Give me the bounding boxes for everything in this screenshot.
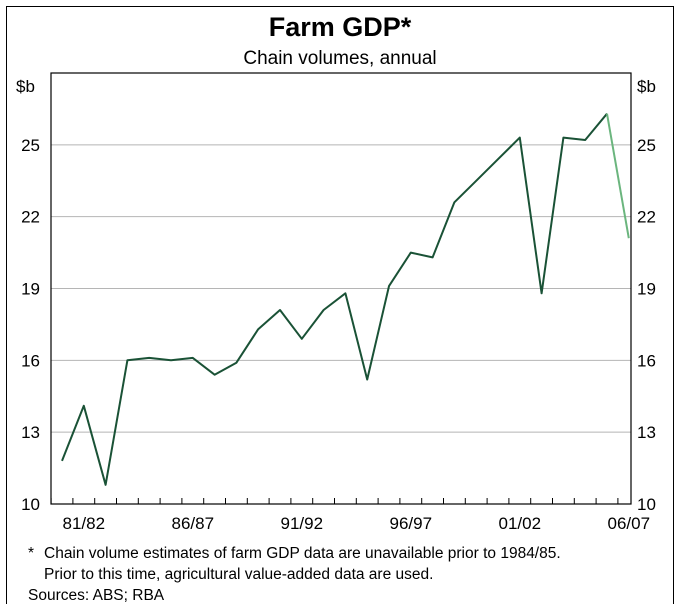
x-tick-label-91-92: 91/92	[281, 514, 324, 533]
chart-title: Farm GDP*	[268, 12, 412, 42]
y-tick-right-16: 16	[637, 351, 656, 370]
chart-subtitle: Chain volumes, annual	[243, 48, 437, 69]
series-line-2	[606, 113, 630, 239]
x-tick-label-81-82: 81/82	[63, 514, 106, 533]
series-line-1	[61, 113, 608, 486]
footnote-line-2: Prior to this time, agricultural value-a…	[44, 566, 434, 583]
footnote-marker: *	[28, 545, 35, 562]
y-tick-left-16: 16	[21, 351, 40, 370]
y-unit-right: $b	[637, 77, 656, 96]
y-tick-left-22: 22	[21, 208, 40, 227]
y-unit-left: $b	[16, 77, 35, 96]
x-tick-label-96-97: 96/97	[390, 514, 433, 533]
footnote: * Chain volume estimates of farm GDP dat…	[22, 543, 561, 585]
y-tick-right-13: 13	[637, 423, 656, 442]
footnote-line-1: Chain volume estimates of farm GDP data …	[44, 545, 561, 562]
x-tick-label-06-07: 06/07	[608, 514, 651, 533]
y-tick-left-10: 10	[21, 495, 40, 514]
y-tick-left-25: 25	[21, 136, 40, 155]
plot-area	[50, 72, 632, 505]
sources-note: Sources: ABS; RBA	[28, 587, 165, 604]
y-tick-left-19: 19	[21, 280, 40, 299]
y-tick-right-25: 25	[637, 136, 656, 155]
y-tick-left-13: 13	[21, 423, 40, 442]
chart-frame	[6, 6, 674, 604]
x-tick-label-86-87: 86/87	[172, 514, 215, 533]
y-tick-right-19: 19	[637, 280, 656, 299]
y-tick-right-10: 10	[637, 495, 656, 514]
x-tick-label-01-02: 01/02	[499, 514, 542, 533]
y-tick-right-22: 22	[637, 208, 656, 227]
